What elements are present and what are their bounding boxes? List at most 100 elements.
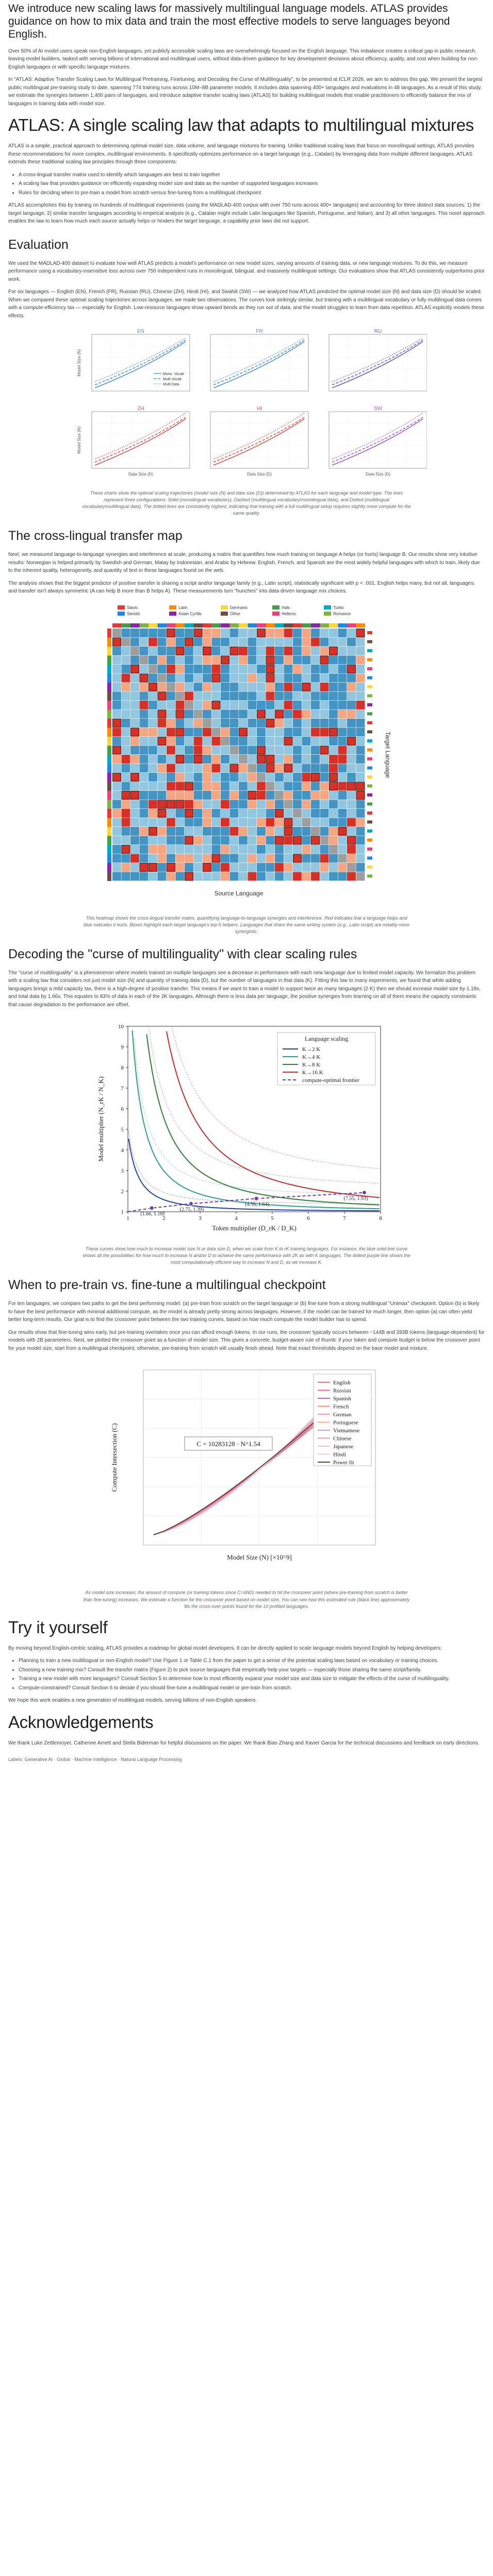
target-marker: [367, 658, 372, 662]
heatmap-cell: [112, 854, 121, 863]
heatmap-cell: [257, 844, 266, 854]
heatmap-cell: [203, 872, 211, 881]
heatmap-cell: [121, 826, 130, 836]
heatmap-cell: [121, 628, 130, 637]
legend-label: Romance: [333, 612, 351, 616]
heatmap-cell: [356, 736, 365, 745]
heatmap-cell: [266, 818, 275, 827]
heatmap-cell: [275, 709, 284, 719]
heatmap-cell: [257, 772, 266, 782]
heatmap-cell: [338, 637, 347, 647]
heatmap-cell: [175, 664, 185, 673]
heatmap-cell: [284, 664, 293, 673]
heatmap-cell: [320, 862, 329, 872]
heatmap-cell: [329, 782, 338, 791]
heatmap-cell: [221, 682, 229, 691]
target-marker: [367, 802, 372, 806]
top-helper-box: [193, 628, 203, 637]
heatmap-cell: [257, 709, 266, 719]
heatmap-cell: [239, 826, 248, 836]
heatmap-cell: [157, 854, 167, 863]
x-tick-label: 3: [199, 1215, 202, 1222]
heatmap-cell: [185, 818, 193, 827]
heatmap-cell: [257, 682, 266, 691]
heatmap-cell: [293, 745, 302, 755]
top-helper-box: [284, 764, 293, 773]
heatmap-cell: [284, 808, 293, 818]
target-marker: [367, 703, 372, 706]
family-strip: [107, 772, 111, 782]
heatmap-cell: [193, 836, 203, 845]
top-helper-box: [112, 718, 121, 727]
heatmap-cell: [338, 764, 347, 773]
top-helper-box: [203, 862, 211, 872]
heatmap-cell: [338, 709, 347, 719]
heatmap-cell: [157, 709, 167, 719]
heatmap-cell: [149, 764, 157, 773]
family-strip: [311, 623, 320, 628]
family-strip: [211, 623, 221, 628]
scaling-trajectories-chart: EN Model Size (N) Mono. Vocab Multi Vocab Mu…: [77, 329, 427, 477]
heatmap-cell: [239, 745, 248, 755]
heatmap-cell: [293, 800, 302, 809]
x-axis-label: Data Size (D): [247, 472, 272, 477]
family-strip: [203, 623, 212, 628]
heatmap-cell: [157, 718, 167, 727]
heatmap-cell: [329, 854, 338, 863]
heatmap-cell: [284, 818, 293, 827]
heatmap-cell: [139, 790, 149, 800]
family-strip: [107, 691, 111, 701]
heatmap-cell: [130, 718, 139, 727]
heatmap-cell: [193, 872, 203, 881]
top-helper-box: [157, 736, 167, 745]
heatmap-cell: [356, 790, 365, 800]
tryit-paragraph-1: By moving beyond English-centric scaling…: [8, 1645, 442, 1651]
top-helper-box: [157, 709, 167, 719]
heatmap-cell: [157, 836, 167, 845]
heatmap-cell: [266, 745, 275, 755]
heatmap-cell: [139, 772, 149, 782]
heatmap-cell: [229, 844, 239, 854]
heatmap-cell: [203, 673, 211, 683]
target-marker: [367, 730, 372, 734]
family-strip: [356, 623, 365, 628]
frontier-point: [362, 1190, 367, 1195]
series-line-1: [94, 340, 186, 385]
heatmap-cell: [112, 872, 121, 881]
heatmap-cell: [239, 637, 248, 647]
heatmap-cell: [112, 727, 121, 737]
legend-swatch: [169, 611, 176, 616]
heatmap-cell: [311, 718, 320, 727]
heatmap-cell: [203, 655, 211, 665]
heatmap-cell: [203, 628, 211, 637]
heatmap-cell: [239, 754, 248, 764]
heatmap-cell: [157, 764, 167, 773]
evaluation-caption: These charts show the optimal scaling tr…: [82, 490, 411, 516]
heatmap-cell: [185, 628, 193, 637]
heatmap-cell: [130, 664, 139, 673]
heatmap-cell: [211, 628, 221, 637]
heatmap-cell: [175, 782, 185, 791]
family-strip: [329, 623, 338, 628]
heatmap-cell: [112, 772, 121, 782]
heatmap-cell: [130, 637, 139, 647]
heatmap-cell: [121, 836, 130, 845]
crossover-chart: C = 10283128 · N^1.54 English Russian Spani…: [110, 1369, 376, 1561]
heatmap-cell: [320, 818, 329, 827]
heatmap-cell: [211, 854, 221, 863]
heatmap-cell: [211, 709, 221, 719]
family-strip: [107, 764, 111, 773]
transfer-paragraph-1: Next, we measured language-to-language s…: [8, 552, 480, 574]
heatmap-cell: [157, 772, 167, 782]
heatmap-cell: [293, 844, 302, 854]
labels-footer[interactable]: Labels: Generative AI · Global · Machine…: [8, 1757, 182, 1762]
heatmap-cell: [193, 772, 203, 782]
heatmap-cell: [275, 646, 284, 655]
top-helper-box: [130, 664, 139, 673]
heatmap-cell: [302, 818, 311, 827]
family-strip: [107, 646, 111, 656]
top-helper-box: [311, 836, 320, 845]
heatmap-cell: [193, 754, 203, 764]
heatmap-cell: [211, 691, 221, 701]
heatmap-cell: [139, 745, 149, 755]
